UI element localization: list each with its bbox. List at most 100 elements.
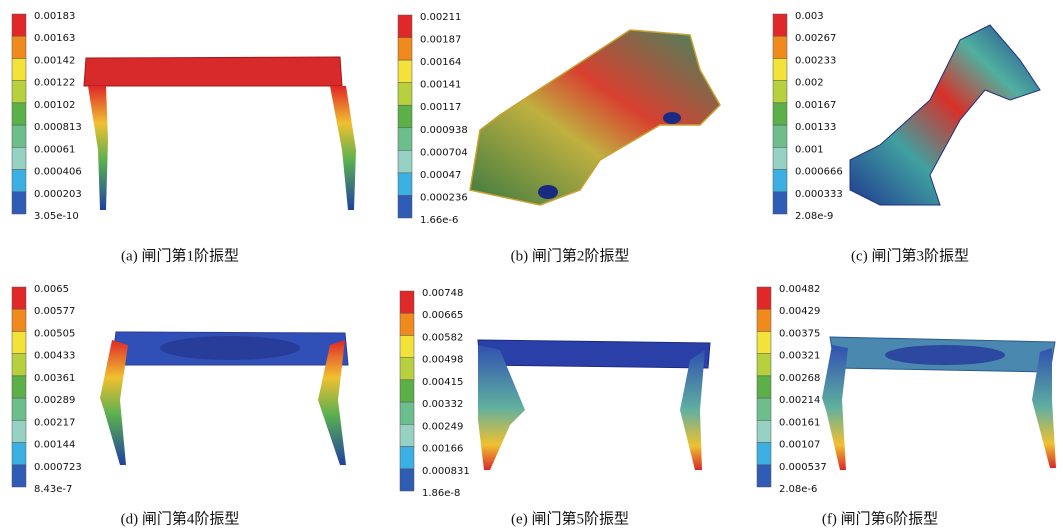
legend-label: 0.00142 bbox=[34, 55, 75, 66]
legend-label: 0.00582 bbox=[422, 332, 463, 343]
legend-swatch bbox=[398, 150, 412, 173]
legend-swatch bbox=[757, 465, 771, 487]
legend-swatch bbox=[773, 170, 787, 192]
hub bbox=[538, 185, 558, 199]
legend-swatch bbox=[12, 376, 26, 398]
legend-swatch bbox=[757, 420, 771, 442]
legend-swatch bbox=[12, 309, 26, 331]
legend-label: 0.000813 bbox=[34, 122, 82, 133]
legend-label: 0.00161 bbox=[779, 417, 820, 428]
legend-swatch bbox=[400, 313, 414, 335]
legend-swatch bbox=[12, 170, 26, 192]
legend-label: 0.00211 bbox=[420, 12, 461, 23]
legend-label: 0.00164 bbox=[420, 57, 461, 68]
legend-swatch bbox=[398, 60, 412, 83]
legend-label: 2.08e-9 bbox=[795, 211, 833, 222]
legend-label: 0.000831 bbox=[422, 466, 470, 477]
legend-label: 0.00133 bbox=[795, 122, 836, 133]
legend-swatch bbox=[12, 103, 26, 125]
legend-swatch bbox=[400, 424, 414, 446]
legend-label: 0.000203 bbox=[34, 189, 82, 200]
legend-label: 0.00141 bbox=[420, 80, 461, 91]
legend-swatch bbox=[757, 376, 771, 398]
legend-label: 0.001 bbox=[795, 144, 824, 155]
render-a bbox=[84, 57, 356, 210]
legend-swatch bbox=[12, 192, 26, 214]
legend-label: 0.00332 bbox=[422, 399, 463, 410]
legend-swatch bbox=[398, 38, 412, 61]
legend-swatch bbox=[773, 36, 787, 58]
legend-swatch bbox=[757, 287, 771, 309]
leg bbox=[100, 340, 128, 465]
legend-label: 0.00047 bbox=[420, 170, 461, 181]
legend-label: 0.000236 bbox=[420, 192, 468, 203]
legend-label: 0.00107 bbox=[779, 440, 820, 451]
legend-swatch bbox=[773, 147, 787, 169]
beam-core bbox=[885, 345, 1005, 365]
legend-swatch bbox=[773, 81, 787, 103]
legend-swatch bbox=[398, 83, 412, 106]
legend-swatch bbox=[12, 465, 26, 487]
legend-swatch bbox=[12, 58, 26, 80]
render-e bbox=[478, 340, 710, 470]
legend-label: 0.00268 bbox=[779, 373, 820, 384]
legend-swatch bbox=[398, 15, 412, 38]
render-d bbox=[100, 332, 348, 465]
legend-swatch bbox=[773, 103, 787, 125]
leg bbox=[822, 345, 848, 470]
arm bbox=[470, 30, 720, 205]
hub bbox=[663, 112, 681, 124]
legend-label: 0.00183 bbox=[34, 11, 75, 22]
legend-label: 0.000333 bbox=[795, 189, 843, 200]
beam bbox=[478, 340, 710, 368]
legend-swatch bbox=[757, 398, 771, 420]
caption: (f) 闸门第6阶振型 bbox=[822, 509, 938, 527]
legend-label: 0.00214 bbox=[779, 395, 820, 406]
legend-label: 0.00166 bbox=[422, 444, 463, 455]
beam bbox=[84, 57, 342, 86]
legend-label: 0.00249 bbox=[422, 421, 463, 432]
legend-label: 0.00144 bbox=[34, 440, 75, 451]
legend-label: 0.00102 bbox=[34, 100, 75, 111]
legend-swatch bbox=[400, 358, 414, 380]
legend-label: 0.000704 bbox=[420, 147, 468, 158]
legend-label: 0.00321 bbox=[779, 351, 820, 362]
legend-label: 0.00217 bbox=[34, 417, 75, 428]
legend-label: 0.00748 bbox=[422, 288, 463, 299]
legend-label: 0.00163 bbox=[34, 33, 75, 44]
legend-label: 1.66e-6 bbox=[420, 215, 458, 226]
legend-swatch bbox=[400, 380, 414, 402]
legend-label: 0.00429 bbox=[779, 306, 820, 317]
legend-label: 0.002 bbox=[795, 78, 824, 89]
legend-swatch bbox=[12, 398, 26, 420]
legend-label: 0.003 bbox=[795, 11, 824, 22]
render-c bbox=[850, 25, 1040, 205]
legend-label: 0.00433 bbox=[34, 351, 75, 362]
legend-label: 8.43e-7 bbox=[34, 484, 72, 495]
legend-swatch bbox=[757, 354, 771, 376]
figure: 0.001830.001630.001420.001220.001020.000… bbox=[0, 0, 1063, 529]
legend-swatch bbox=[12, 331, 26, 353]
legend-swatch bbox=[12, 125, 26, 147]
legend-swatch bbox=[773, 58, 787, 80]
legend-swatch bbox=[398, 105, 412, 128]
arm bbox=[850, 25, 1040, 205]
legend-label: 0.00505 bbox=[34, 328, 75, 339]
legend-label: 0.00289 bbox=[34, 395, 75, 406]
legend-label: 0.00415 bbox=[422, 377, 463, 388]
legend-label: 0.0065 bbox=[34, 284, 69, 295]
legend-swatch bbox=[12, 443, 26, 465]
legend-swatch bbox=[12, 287, 26, 309]
legend-swatch bbox=[400, 291, 414, 313]
legend-label: 0.00233 bbox=[795, 55, 836, 66]
legend-swatch bbox=[398, 173, 412, 196]
render-b bbox=[470, 30, 720, 205]
legend-label: 0.000938 bbox=[420, 125, 468, 136]
legend-label: 0.00361 bbox=[34, 373, 75, 384]
legend-label: 0.000537 bbox=[779, 462, 827, 473]
legend-label: 1.86e-8 bbox=[422, 488, 460, 499]
legend-swatch bbox=[773, 192, 787, 214]
legend-swatch bbox=[757, 443, 771, 465]
legend-swatch bbox=[757, 309, 771, 331]
legend-label: 0.00267 bbox=[795, 33, 836, 44]
